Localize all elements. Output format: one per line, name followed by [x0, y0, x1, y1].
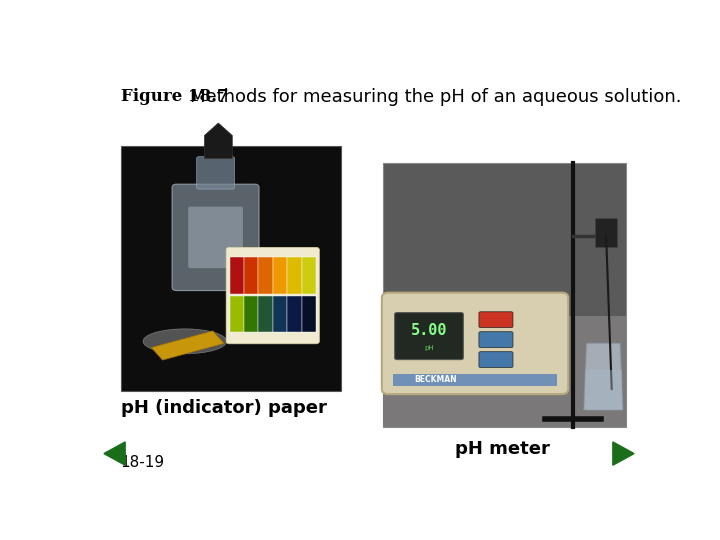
FancyBboxPatch shape — [226, 247, 320, 344]
Bar — [273, 295, 287, 332]
Bar — [121, 146, 341, 391]
FancyBboxPatch shape — [479, 312, 513, 328]
Bar — [258, 295, 273, 332]
FancyBboxPatch shape — [382, 293, 568, 394]
Bar — [244, 295, 258, 332]
Polygon shape — [613, 442, 634, 465]
Bar — [383, 316, 626, 427]
FancyBboxPatch shape — [172, 184, 259, 291]
Polygon shape — [151, 331, 224, 360]
Text: pH: pH — [424, 346, 433, 352]
Bar — [595, 218, 617, 247]
Text: 5.00: 5.00 — [410, 323, 447, 339]
Text: 18-19: 18-19 — [121, 455, 165, 470]
Bar — [383, 163, 626, 427]
Bar — [244, 257, 258, 294]
Bar — [230, 257, 244, 294]
FancyBboxPatch shape — [395, 313, 463, 360]
FancyBboxPatch shape — [197, 157, 235, 189]
Bar — [287, 295, 302, 332]
Bar — [585, 370, 622, 410]
Polygon shape — [584, 343, 623, 410]
Bar — [258, 257, 273, 294]
Bar — [393, 374, 557, 386]
Polygon shape — [104, 442, 125, 465]
Text: pH (indicator) paper: pH (indicator) paper — [121, 399, 327, 417]
Text: Figure 18.7: Figure 18.7 — [121, 87, 228, 105]
FancyBboxPatch shape — [479, 352, 513, 368]
FancyBboxPatch shape — [188, 207, 243, 268]
FancyBboxPatch shape — [479, 332, 513, 348]
Text: BECKMAN: BECKMAN — [414, 375, 456, 384]
Bar — [287, 257, 302, 294]
Text: pH meter: pH meter — [456, 441, 550, 458]
Bar — [302, 295, 316, 332]
Bar — [273, 257, 287, 294]
Bar — [230, 295, 244, 332]
Text: Methods for measuring the pH of an aqueous solution.: Methods for measuring the pH of an aqueo… — [190, 87, 682, 106]
Polygon shape — [204, 123, 233, 158]
Bar — [302, 257, 316, 294]
Ellipse shape — [143, 329, 227, 354]
